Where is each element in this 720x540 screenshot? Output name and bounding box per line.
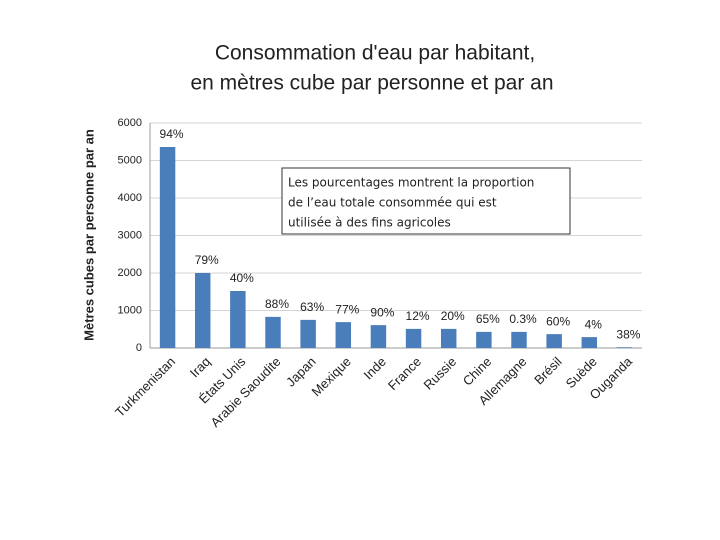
x-tick-label: Turkmenistan bbox=[112, 354, 178, 420]
bar-label: 79% bbox=[195, 253, 219, 267]
y-tick-label: 1000 bbox=[118, 304, 142, 316]
annotation-box bbox=[281, 167, 571, 235]
y-tick-label: 5000 bbox=[118, 154, 142, 166]
bar bbox=[440, 328, 457, 348]
bar bbox=[335, 322, 352, 348]
bar-label: 90% bbox=[370, 305, 394, 319]
bar-label: 20% bbox=[441, 309, 465, 323]
bar bbox=[159, 147, 176, 348]
bar-label: 38% bbox=[616, 327, 640, 341]
bar bbox=[230, 291, 246, 348]
x-tick-label: Inde bbox=[360, 354, 389, 383]
y-tick-label: 3000 bbox=[118, 229, 142, 241]
bar-label: 65% bbox=[476, 312, 500, 326]
bar-label: 77% bbox=[335, 302, 359, 316]
y-tick-label: 0 bbox=[136, 342, 142, 354]
bar-label: 0.3% bbox=[509, 312, 537, 326]
x-tick-label: Iraq bbox=[187, 354, 213, 380]
annotation-text: utilisée à des fins agricoles bbox=[288, 216, 451, 230]
bar-label: 4% bbox=[585, 317, 603, 331]
bar-label: 63% bbox=[300, 300, 324, 314]
bar bbox=[616, 347, 633, 348]
y-tick-label: 4000 bbox=[118, 192, 142, 204]
x-tick-label: France bbox=[385, 354, 424, 393]
bar bbox=[405, 328, 422, 348]
bar bbox=[194, 273, 211, 348]
chart-title: en mètres cube par personne et par an bbox=[190, 72, 553, 95]
bar-label: 94% bbox=[160, 127, 184, 141]
annotation-text: de l’eau totale consommée qui est bbox=[288, 196, 497, 210]
bar-label: 12% bbox=[406, 309, 430, 323]
x-tick-label: Brésil bbox=[531, 354, 565, 388]
bar bbox=[265, 316, 281, 348]
x-tick-label: Russie bbox=[421, 354, 460, 393]
bar bbox=[581, 337, 598, 348]
bar-label: 88% bbox=[265, 297, 289, 311]
bar bbox=[476, 331, 492, 348]
chart-title: Consommation d'eau par habitant, bbox=[215, 42, 535, 65]
bar bbox=[546, 334, 562, 348]
bar-label: 60% bbox=[546, 314, 570, 328]
y-tick-label: 6000 bbox=[118, 117, 142, 129]
annotation-text: Les pourcentages montrent la proportion bbox=[288, 176, 534, 190]
bar bbox=[511, 331, 527, 348]
bar-label: 40% bbox=[230, 271, 254, 285]
y-axis-label: Mètres cubes par personne par an bbox=[81, 129, 96, 341]
bar bbox=[370, 325, 387, 348]
x-tick-label: Mexique bbox=[308, 354, 353, 399]
y-tick-label: 2000 bbox=[118, 267, 142, 279]
bar bbox=[300, 319, 316, 348]
